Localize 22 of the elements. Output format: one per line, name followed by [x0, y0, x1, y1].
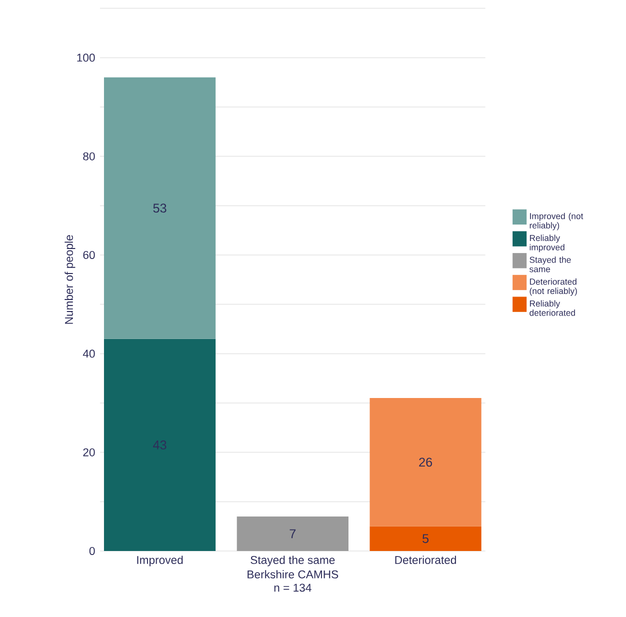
y-tick-label: 40: [82, 350, 95, 358]
data-label: 26: [419, 458, 432, 467]
x-axis-title: Berkshire CAMHS: [248, 570, 338, 578]
y-tick-label: 100: [77, 54, 95, 62]
legend-label: Improved (not reliably): [530, 212, 584, 230]
data-label: 53: [153, 204, 166, 213]
y-tick-label: 80: [83, 152, 95, 160]
y-tick-label: 0: [89, 546, 95, 555]
legend-label: Reliably deteriorated: [530, 300, 575, 316]
y-axis-title: Number of people: [64, 235, 76, 324]
x-tick-label: Deteriorated: [395, 556, 456, 564]
text: n = 134: [274, 584, 312, 592]
x-tick-label: Improved: [137, 556, 183, 566]
data-label: 43: [153, 440, 166, 450]
data-label: 5: [422, 534, 429, 544]
data-label: 7: [290, 529, 296, 538]
y-tick-label: 20: [83, 448, 95, 456]
x-tick-label: Stayed the same: [250, 556, 335, 566]
legend-label: Reliably improved: [530, 234, 564, 252]
legend-label: Deteriorated (not reliably): [530, 278, 577, 296]
y-tick-label: 60: [83, 250, 95, 259]
legend-label: Stayed the same: [530, 256, 571, 272]
